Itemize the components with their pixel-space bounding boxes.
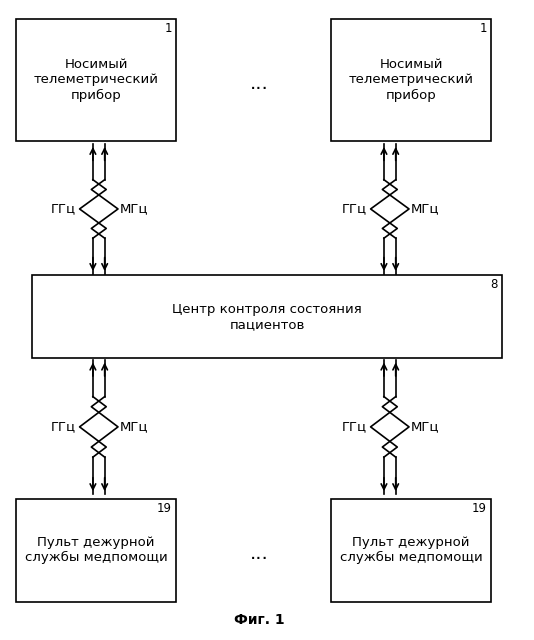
Text: МГц: МГц [411,202,439,216]
Text: 1: 1 [164,22,172,35]
Text: Носимый
телеметрический
прибор: Носимый телеметрический прибор [34,58,159,102]
Text: 19: 19 [472,502,487,515]
FancyBboxPatch shape [32,275,502,358]
Text: ГГц: ГГц [342,202,367,216]
FancyBboxPatch shape [331,499,491,602]
Text: ГГц: ГГц [342,420,367,433]
Text: ГГц: ГГц [51,202,76,216]
Text: ГГц: ГГц [51,420,76,433]
Text: Центр контроля состояния
пациентов: Центр контроля состояния пациентов [172,303,362,331]
FancyBboxPatch shape [16,499,176,602]
FancyBboxPatch shape [16,19,176,141]
Text: ...: ... [249,74,269,93]
Text: 8: 8 [490,278,498,291]
Text: 1: 1 [480,22,487,35]
Text: Пульт дежурной
службы медпомощи: Пульт дежурной службы медпомощи [25,536,168,564]
Text: Носимый
телеметрический
прибор: Носимый телеметрический прибор [349,58,474,102]
Text: МГц: МГц [411,420,439,433]
Text: 19: 19 [157,502,172,515]
Text: Фиг. 1: Фиг. 1 [234,613,284,627]
Text: ...: ... [249,544,269,563]
Text: Пульт дежурной
службы медпомощи: Пульт дежурной службы медпомощи [340,536,483,564]
Text: МГц: МГц [120,202,148,216]
FancyBboxPatch shape [331,19,491,141]
Text: МГц: МГц [120,420,148,433]
